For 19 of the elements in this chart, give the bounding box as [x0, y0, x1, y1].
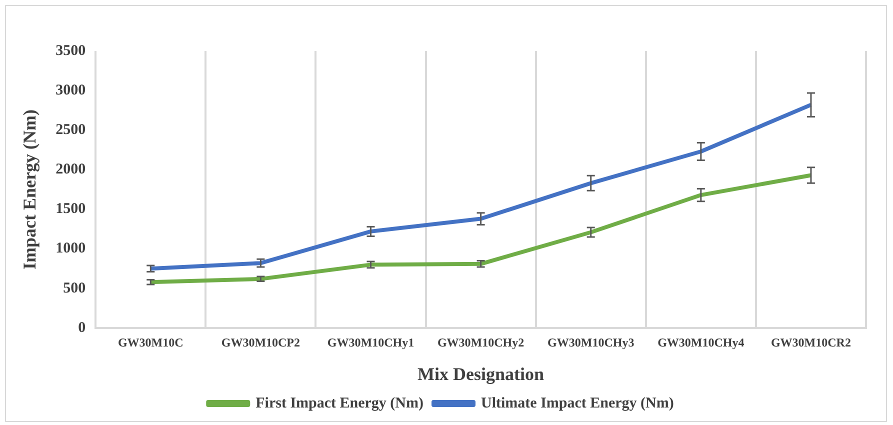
y-tick-label: 1500 — [56, 201, 86, 218]
y-tick-label: 0 — [78, 320, 86, 336]
x-tick-label: GW30M10CP2 — [221, 335, 300, 350]
x-tick-label: GW30M10CR2 — [770, 335, 851, 350]
y-tick-label: 500 — [63, 280, 86, 296]
y-axis-title: Impact Energy (Nm) — [19, 110, 40, 270]
x-tick-label: GW30M10CHy2 — [437, 335, 524, 350]
y-tick-label: 3500 — [56, 42, 86, 59]
legend-label: Ultimate Impact Energy (Nm) — [481, 395, 674, 412]
y-tick-label: 3000 — [56, 82, 86, 98]
x-tick-label: GW30M10C — [118, 335, 184, 350]
x-tick-label: GW30M10CHy4 — [658, 335, 744, 350]
x-tick-label: GW30M10CHy1 — [327, 335, 414, 350]
x-tick-label: GW30M10CHy3 — [548, 335, 634, 350]
legend-label: First Impact Energy (Nm) — [256, 395, 424, 412]
y-tick-label: 2000 — [56, 162, 86, 178]
y-tick-label: 1000 — [56, 240, 86, 257]
y-tick-label: 2500 — [56, 122, 86, 138]
x-axis-title: Mix Designation — [418, 364, 544, 384]
